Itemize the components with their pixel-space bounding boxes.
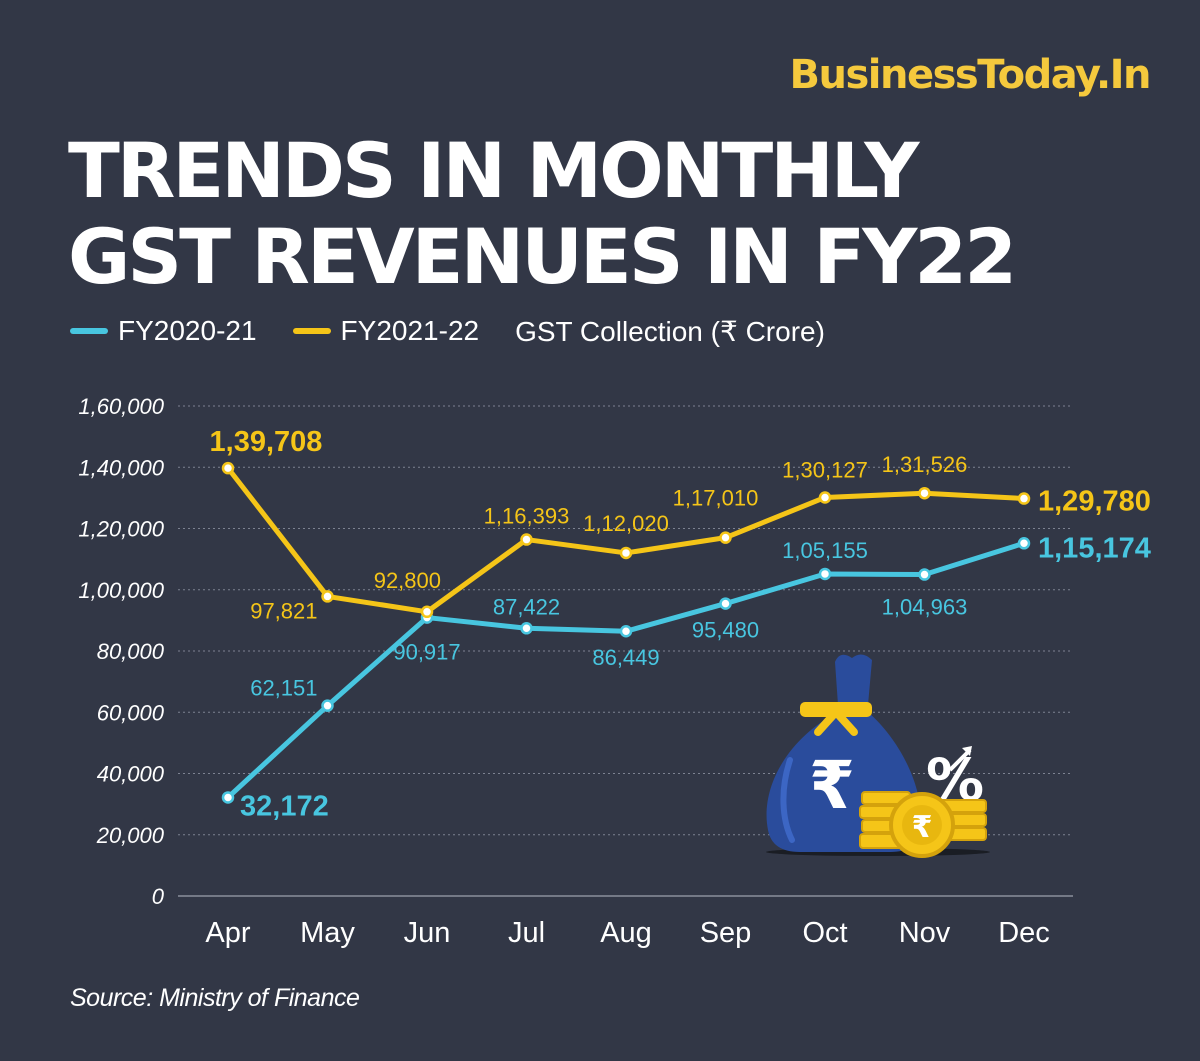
- source-note: Source: Ministry of Finance: [70, 984, 360, 1012]
- x-tick-label: Aug: [600, 917, 652, 949]
- legend-item-fy2021-22: FY2021-22: [292, 315, 480, 347]
- data-point: [1017, 537, 1031, 550]
- gold-coin-stack-icon: ₹: [859, 791, 987, 858]
- brand-logo: BusinessToday.In: [789, 52, 1151, 98]
- data-point: [818, 567, 832, 581]
- data-label: 86,449: [592, 645, 659, 670]
- y-tick-label: 1,00,000: [78, 578, 164, 603]
- data-label: 97,821: [250, 598, 317, 623]
- data-point: [918, 486, 931, 500]
- x-tick-label: Jul: [508, 917, 545, 949]
- x-tick-label: May: [300, 917, 355, 949]
- chart-title: TRENDS IN MONTHLY GST REVENUES IN FY22: [68, 126, 1017, 301]
- y-tick-label: 0: [152, 884, 165, 909]
- legend-unit-note: GST Collection (₹ Crore): [515, 315, 825, 347]
- y-tick-label: 1,40,000: [78, 455, 164, 480]
- data-label: 32,172: [240, 790, 329, 822]
- data-label: 1,05,155: [782, 538, 868, 563]
- y-tick-label: 1,20,000: [78, 517, 164, 542]
- data-label: 87,422: [493, 594, 560, 619]
- data-label: 1,39,708: [210, 426, 323, 458]
- data-point: [520, 533, 533, 546]
- data-point: [1017, 492, 1031, 505]
- data-label: 95,480: [692, 618, 759, 643]
- x-tick-label: Jun: [404, 917, 451, 949]
- y-tick-label: 1,60,000: [78, 394, 164, 419]
- x-tick-label: Apr: [205, 917, 250, 949]
- data-point: [818, 491, 832, 504]
- data-point: [619, 624, 633, 638]
- legend-item-fy2020-21: FY2020-21: [70, 315, 257, 347]
- data-point: [221, 791, 235, 804]
- x-axis: Apr May Jun Jul Aug Sep Oct Nov Dec: [205, 917, 1049, 949]
- y-axis: 0 20,000 40,000 60,000 80,000 1,00,000 1,20,00…: [78, 394, 164, 909]
- data-label: 1,31,526: [882, 452, 968, 477]
- legend-swatch-fy2020-21: [70, 328, 108, 334]
- x-tick-label: Dec: [998, 917, 1050, 949]
- data-label: 1,29,780: [1038, 486, 1151, 518]
- data-label: 90,917: [393, 640, 460, 665]
- svg-text:₹: ₹: [912, 810, 933, 845]
- data-label: 1,30,127: [782, 457, 868, 482]
- y-tick-label: 40,000: [97, 762, 165, 787]
- data-label: 1,17,010: [673, 486, 759, 511]
- y-tick-label: 80,000: [97, 639, 165, 664]
- data-point: [321, 590, 334, 603]
- data-point: [918, 568, 931, 581]
- x-tick-label: Nov: [899, 917, 951, 949]
- series-line: [225, 465, 1027, 615]
- data-point: [719, 531, 732, 544]
- data-point: [719, 597, 732, 610]
- legend: FY2020-21 FY2021-22 GST Collection (₹ Cr…: [70, 313, 861, 349]
- x-tick-label: Oct: [802, 917, 847, 949]
- data-point: [420, 605, 434, 619]
- data-label: 1,12,020: [583, 511, 669, 536]
- data-label: 1,15,174: [1038, 532, 1151, 564]
- svg-text:₹: ₹: [809, 747, 855, 824]
- data-point: [221, 461, 235, 475]
- data-point: [520, 622, 533, 635]
- legend-label-fy2021-22: FY2021-22: [340, 315, 480, 346]
- data-point: [619, 546, 633, 560]
- y-tick-label: 60,000: [97, 700, 165, 725]
- data-label: 1,16,393: [484, 504, 570, 529]
- data-point: [321, 699, 334, 712]
- data-label: 92,800: [374, 568, 441, 593]
- data-label: 1,04,963: [882, 595, 968, 620]
- chart-series: 32,172 62,151 90,917 87,422 86,449 95,480 1,05…: [210, 426, 1151, 822]
- title-line-2: GST REVENUES IN FY22: [68, 212, 1017, 301]
- title-line-1: TRENDS IN MONTHLY: [68, 126, 919, 215]
- legend-label-fy2020-21: FY2020-21: [118, 315, 257, 346]
- data-label: 62,151: [250, 676, 317, 701]
- x-tick-label: Sep: [700, 917, 752, 949]
- y-tick-label: 20,000: [96, 823, 165, 848]
- legend-swatch-fy2021-22: [292, 328, 331, 334]
